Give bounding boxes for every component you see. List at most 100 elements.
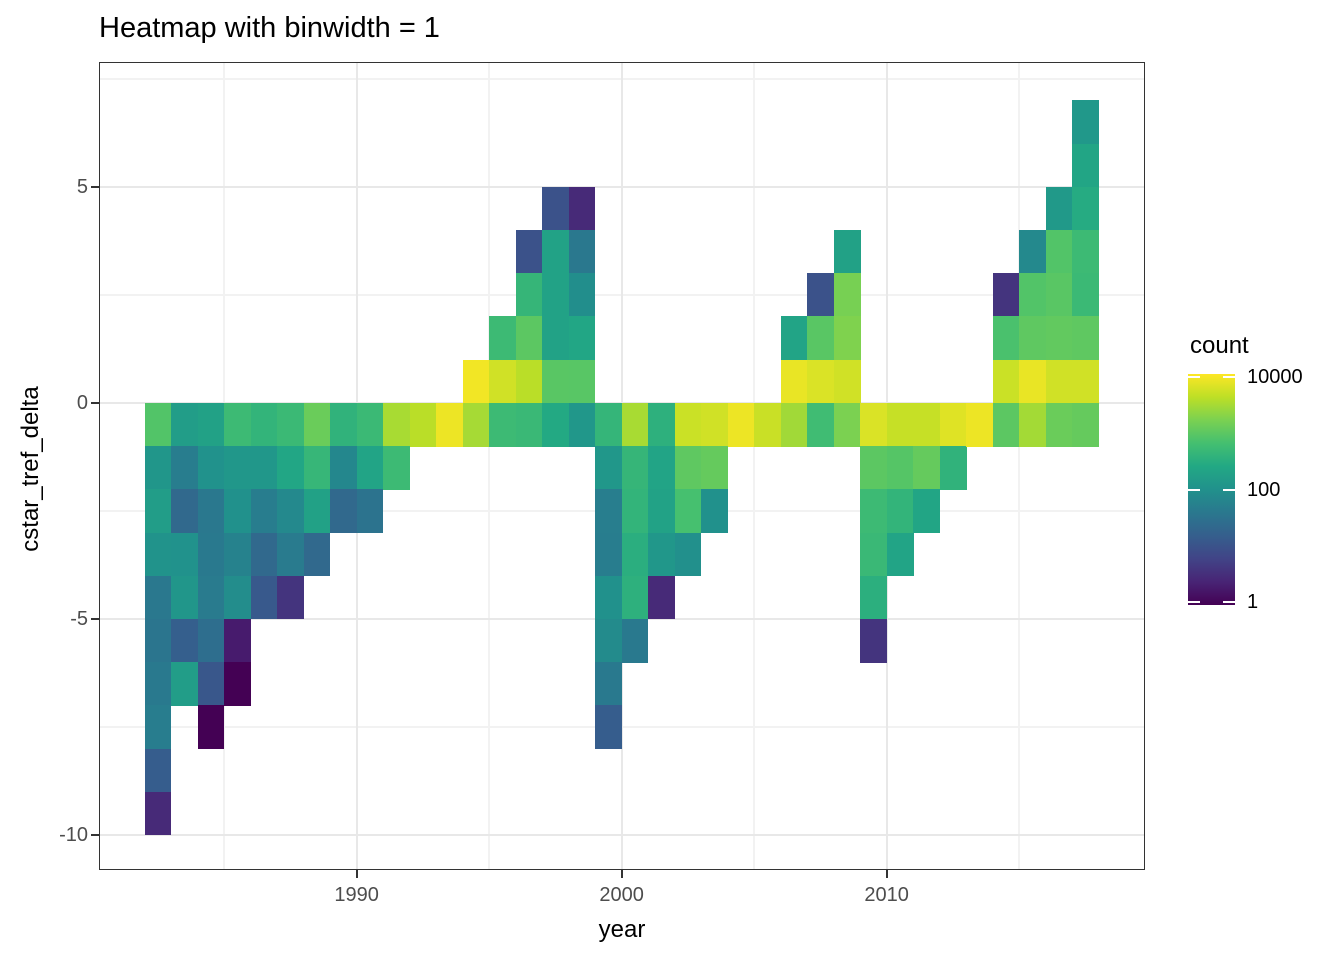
x-axis-tick-label: 2000 bbox=[599, 884, 644, 906]
heatmap-tile bbox=[1072, 316, 1099, 361]
y-axis-tick-label: -5 bbox=[70, 607, 88, 630]
heatmap-tile bbox=[1019, 230, 1046, 274]
heatmap-tile bbox=[144, 446, 172, 490]
heatmap-tile bbox=[860, 489, 887, 533]
heatmap-tile bbox=[1045, 186, 1073, 231]
y-axis-tick-label: 0 bbox=[76, 391, 88, 414]
heatmap-tile bbox=[250, 489, 278, 533]
heatmap-tile bbox=[197, 532, 225, 577]
heatmap-tile bbox=[330, 446, 357, 490]
heatmap-tile bbox=[860, 575, 887, 620]
heatmap-tile bbox=[674, 489, 702, 533]
heatmap-tile bbox=[542, 402, 569, 447]
heatmap-tile bbox=[833, 402, 861, 447]
legend-tick-label: 10000 bbox=[1247, 366, 1303, 388]
x-axis-tick bbox=[355, 870, 358, 878]
heatmap-tile bbox=[250, 575, 278, 620]
heatmap-tile bbox=[886, 402, 914, 447]
heatmap-tile bbox=[224, 662, 251, 706]
heatmap-tile bbox=[807, 316, 834, 361]
heatmap-tile bbox=[1045, 402, 1073, 447]
heatmap-tile bbox=[833, 316, 861, 361]
heatmap-tile bbox=[621, 532, 649, 577]
heatmap-tile bbox=[595, 402, 622, 447]
heatmap-tile bbox=[1019, 402, 1046, 447]
heatmap-tile bbox=[701, 446, 728, 490]
heatmap-tile bbox=[1072, 100, 1099, 145]
heatmap-tile bbox=[171, 402, 198, 447]
heatmap-tile bbox=[1019, 359, 1046, 404]
heatmap-tile bbox=[860, 618, 887, 663]
heatmap-tile bbox=[780, 316, 808, 361]
heatmap-tile bbox=[197, 489, 225, 533]
heatmap-tile bbox=[171, 618, 198, 663]
heatmap-tile bbox=[595, 618, 622, 663]
heatmap-tile bbox=[992, 359, 1020, 404]
legend-tick bbox=[1223, 488, 1235, 491]
heatmap-tile bbox=[992, 273, 1020, 317]
y-axis-tick-label: 5 bbox=[76, 175, 88, 198]
heatmap-tile bbox=[277, 489, 304, 533]
heatmap-tile bbox=[542, 230, 569, 274]
heatmap-tile bbox=[701, 489, 728, 533]
heatmap-tile bbox=[595, 575, 622, 620]
heatmap-tile bbox=[303, 532, 331, 577]
x-minor-gridline bbox=[1018, 62, 1020, 870]
heatmap-tile bbox=[621, 489, 649, 533]
heatmap-tile bbox=[171, 662, 198, 706]
heatmap-tile bbox=[595, 705, 622, 749]
heatmap-tile bbox=[674, 532, 702, 577]
heatmap-tile bbox=[277, 575, 304, 620]
heatmap-tile bbox=[1045, 273, 1073, 317]
heatmap-tile bbox=[595, 446, 622, 490]
heatmap-tile bbox=[409, 402, 437, 447]
heatmap-tile bbox=[383, 402, 410, 447]
heatmap-tile bbox=[833, 273, 861, 317]
heatmap-tile bbox=[197, 662, 225, 706]
heatmap-tile bbox=[542, 186, 569, 231]
heatmap-tile bbox=[595, 662, 622, 706]
heatmap-tile bbox=[648, 446, 675, 490]
heatmap-tile bbox=[250, 402, 278, 447]
heatmap-tile bbox=[462, 402, 490, 447]
heatmap-tile bbox=[886, 446, 914, 490]
heatmap-tile bbox=[250, 532, 278, 577]
heatmap-tile bbox=[171, 575, 198, 620]
heatmap-tile bbox=[1072, 359, 1099, 404]
heatmap-tile bbox=[860, 402, 887, 447]
heatmap-tile bbox=[515, 230, 543, 274]
heatmap-tile bbox=[171, 446, 198, 490]
chart-title: Heatmap with binwidth = 1 bbox=[99, 12, 440, 44]
heatmap-tile bbox=[860, 532, 887, 577]
heatmap-tile bbox=[144, 402, 172, 447]
heatmap-tile bbox=[250, 446, 278, 490]
heatmap-tile bbox=[224, 575, 251, 620]
heatmap-tile bbox=[939, 446, 967, 490]
x-axis-tick bbox=[620, 870, 623, 878]
legend-title: count bbox=[1190, 332, 1249, 359]
heatmap-tile bbox=[621, 575, 649, 620]
x-axis-tick bbox=[885, 870, 888, 878]
heatmap-tile bbox=[277, 532, 304, 577]
heatmap-tile bbox=[568, 359, 596, 404]
heatmap-tile bbox=[144, 705, 172, 749]
heatmap-tile bbox=[144, 748, 172, 793]
heatmap-tile bbox=[1019, 273, 1046, 317]
heatmap-tile bbox=[144, 532, 172, 577]
heatmap-tile bbox=[833, 230, 861, 274]
heatmap-tile bbox=[542, 273, 569, 317]
heatmap-tile bbox=[436, 402, 463, 447]
heatmap-tile bbox=[648, 532, 675, 577]
x-axis-tick-label: 1990 bbox=[334, 884, 379, 906]
y-major-gridline bbox=[99, 185, 1145, 188]
heatmap-tile bbox=[489, 359, 516, 404]
heatmap-tile bbox=[356, 402, 384, 447]
heatmap-tile bbox=[860, 446, 887, 490]
heatmap-tile bbox=[833, 359, 861, 404]
heatmap-tile bbox=[515, 359, 543, 404]
x-minor-gridline bbox=[753, 62, 755, 870]
legend-tick bbox=[1223, 376, 1235, 378]
heatmap-tile bbox=[992, 402, 1020, 447]
heatmap-tile bbox=[913, 446, 940, 490]
